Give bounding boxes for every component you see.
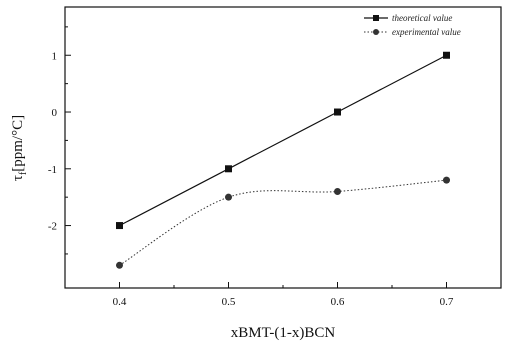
x-tick-label: 0.7	[440, 296, 454, 308]
data-point-square	[334, 108, 341, 116]
data-point-square	[116, 222, 123, 230]
data-point-circle	[116, 261, 123, 269]
x-tick-label: 0.5	[222, 296, 236, 308]
y-tick-label: 1	[52, 50, 58, 62]
legend-marker-circle	[373, 29, 379, 35]
data-point-square	[225, 165, 232, 173]
series-line-theoretical	[119, 54, 447, 227]
data-point-circle	[225, 193, 232, 201]
legend-marker-square	[373, 15, 379, 21]
y-axis-title-unit: [ppm/°C]	[10, 115, 26, 172]
y-tick-label: -2	[48, 221, 57, 233]
series-line-experimental	[119, 179, 447, 266]
y-tick-label: -1	[48, 164, 57, 176]
legend: theoretical value experimental value	[364, 13, 461, 37]
y-axis-title-symbol: τ	[10, 175, 26, 181]
y-axis-ticks: -2 -1 0 1	[48, 26, 71, 255]
legend-label: theoretical value	[392, 13, 452, 23]
legend-label: experimental value	[392, 27, 461, 37]
y-axis-title-subscript: f	[18, 171, 29, 175]
x-axis-ticks: 0.4 0.5 0.6 0.7	[64, 282, 454, 308]
data-point-square	[443, 51, 450, 59]
data-point-circle	[443, 176, 450, 184]
x-axis-title: xBMT-(1-x)BCN	[231, 325, 336, 341]
y-axis-title: τf[ppm/°C]	[10, 115, 29, 181]
x-tick-label: 0.6	[331, 296, 345, 308]
y-tick-label: 0	[52, 107, 58, 119]
data-point-circle	[334, 187, 341, 195]
x-tick-label: 0.4	[113, 296, 127, 308]
series-layer	[116, 51, 450, 269]
plot-frame	[64, 6, 502, 289]
